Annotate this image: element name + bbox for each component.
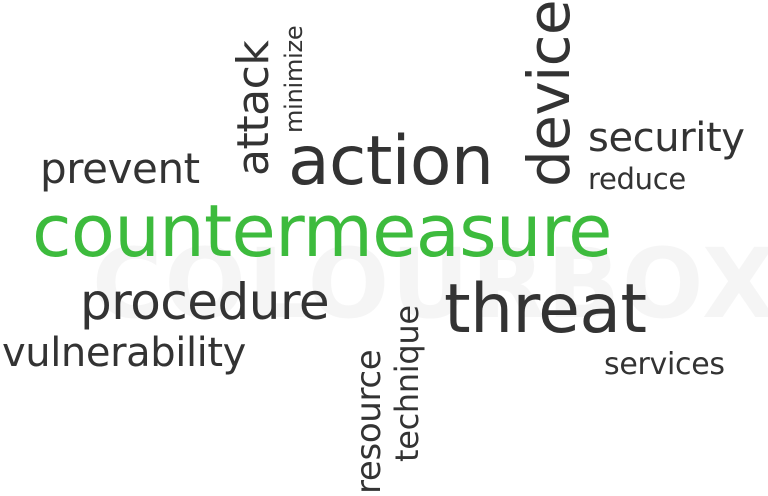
word-threat: threat <box>444 270 647 349</box>
word-device: device <box>515 0 583 187</box>
word-vulnerability: vulnerability <box>2 330 246 376</box>
word-resource: resource <box>349 349 389 494</box>
word-action: action <box>288 122 494 201</box>
word-minimize: minimize <box>280 25 308 133</box>
word-prevent: prevent <box>40 144 200 193</box>
word-attack: attack <box>228 40 279 176</box>
word-procedure: procedure <box>80 273 330 331</box>
word-technique: technique <box>388 305 426 462</box>
word-countermeasure: countermeasure <box>32 189 612 273</box>
word-security: security <box>588 115 745 161</box>
word-services: services <box>604 347 725 382</box>
word-reduce: reduce <box>588 162 686 196</box>
